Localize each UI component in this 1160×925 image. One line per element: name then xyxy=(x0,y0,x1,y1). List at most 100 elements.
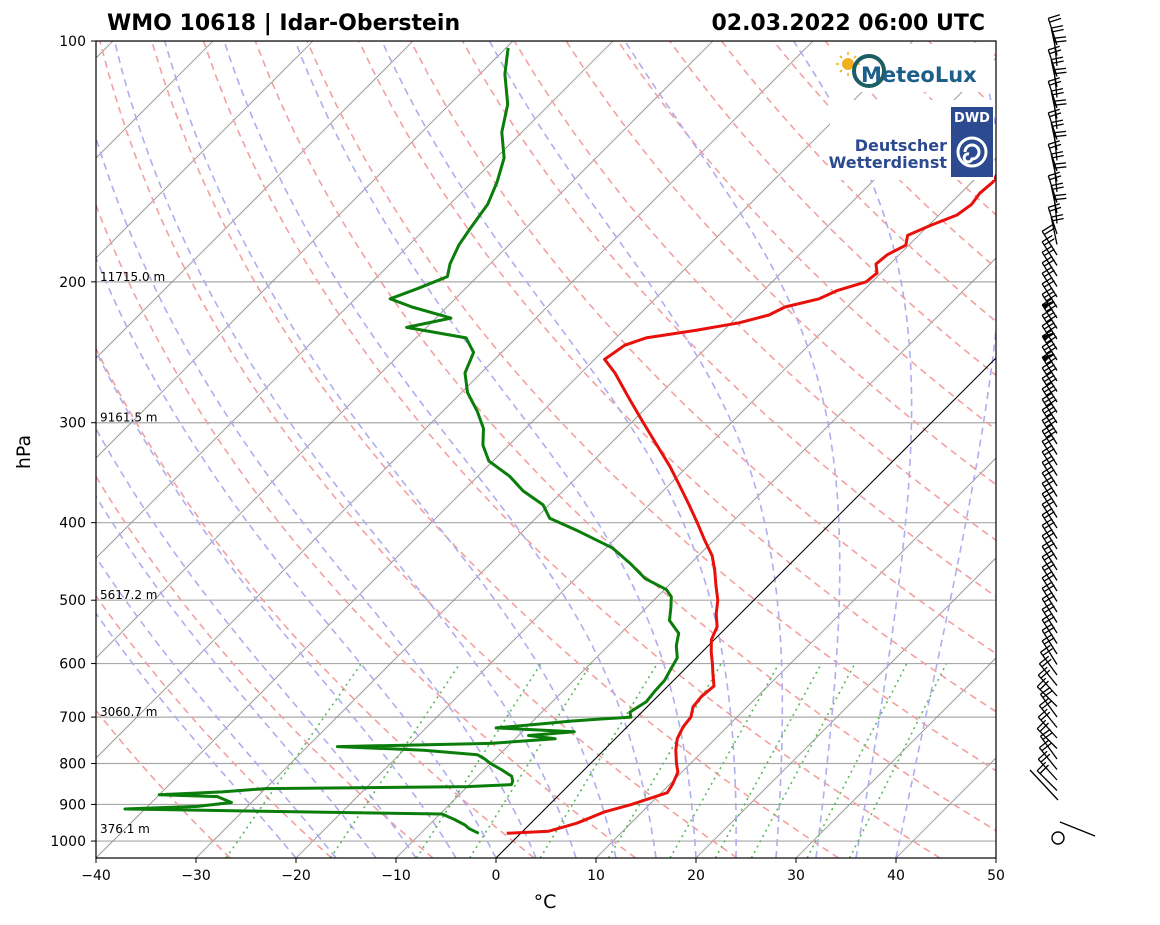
wind-barb xyxy=(1041,423,1058,455)
wind-barb xyxy=(1041,570,1058,602)
wind-barb xyxy=(1041,245,1058,277)
wind-barb xyxy=(1041,392,1058,424)
wind-barb xyxy=(1029,769,1059,801)
wind-barb xyxy=(1038,697,1058,728)
y-tick-label: 100 xyxy=(59,34,86,50)
wind-barb xyxy=(1039,644,1058,676)
wind-barb xyxy=(1041,308,1058,340)
height-label: 9161.5 m xyxy=(100,411,158,425)
dry-adiabat xyxy=(1136,41,1160,858)
background-lines xyxy=(96,41,1160,858)
moist-adiabat xyxy=(895,41,996,858)
moist-adiabat xyxy=(96,256,497,858)
moist-adiabat xyxy=(96,495,377,858)
plot-frame xyxy=(95,40,997,859)
moist-adiabat xyxy=(96,135,537,858)
x-tick-label: 50 xyxy=(987,868,1005,884)
sun-icon xyxy=(836,52,860,76)
x-tick-label: 20 xyxy=(687,868,705,884)
mixing-ratio-line xyxy=(329,663,461,858)
dry-adiabat xyxy=(1084,41,1160,858)
dry-adiabat xyxy=(461,41,996,598)
y-tick-label: 800 xyxy=(59,757,86,773)
moist-adiabat xyxy=(381,41,737,858)
wind-barb xyxy=(1041,329,1058,361)
wind-barb xyxy=(1036,761,1058,791)
isotherm-zero-line xyxy=(495,357,996,858)
wind-barb xyxy=(1037,708,1058,739)
wind-barb xyxy=(1041,360,1058,392)
wind-barb xyxy=(1041,434,1058,466)
moist-adiabat xyxy=(164,41,617,858)
wind-barb xyxy=(1036,677,1058,707)
wind-barb xyxy=(1041,444,1058,476)
meteolux-logo: MeteoLux xyxy=(830,44,994,92)
x-tick-label: −20 xyxy=(281,868,311,884)
wind-barb xyxy=(1036,719,1058,749)
height-label: 11715.0 m xyxy=(100,270,165,284)
dewpoint-profile xyxy=(123,47,681,835)
wind-barb xyxy=(1041,276,1058,308)
spiral-icon xyxy=(956,136,988,168)
wind-barb xyxy=(1041,497,1058,529)
height-label: 376.1 m xyxy=(100,822,150,836)
x-tick-label: 0 xyxy=(492,868,501,884)
isotherm-line xyxy=(395,257,996,858)
wind-barb xyxy=(1041,602,1058,634)
y-axis-label: hPa xyxy=(13,435,35,469)
meteolux-text: MeteoLux xyxy=(861,63,977,87)
moist-adiabat xyxy=(113,41,577,858)
mixing-ratio-line xyxy=(750,663,856,858)
wind-barb xyxy=(1041,591,1058,623)
wind-barb xyxy=(1041,318,1058,350)
calm-circle-icon xyxy=(1051,831,1065,845)
wind-barb xyxy=(1041,339,1058,371)
y-tick-label: 700 xyxy=(59,710,86,726)
dwd-logo: DWD Deutscher Wetterdienst xyxy=(829,100,994,180)
wind-barb xyxy=(1041,350,1058,382)
wind-barb xyxy=(1041,455,1058,487)
moist-adiabat xyxy=(96,349,457,858)
moist-adiabat xyxy=(488,41,784,858)
wind-barb xyxy=(1041,560,1058,592)
x-tick-label: −40 xyxy=(81,868,111,884)
dwd-badge-text: DWD xyxy=(954,111,990,126)
wind-barb xyxy=(1041,581,1058,613)
y-tick-label: 200 xyxy=(59,275,86,291)
y-tick-label: 400 xyxy=(59,516,86,532)
wind-barbs xyxy=(1029,14,1096,845)
mixing-ratio-line xyxy=(806,663,908,858)
dry-adiabat xyxy=(306,41,996,772)
wind-barb xyxy=(1041,266,1058,298)
moist-adiabat xyxy=(96,427,417,858)
wind-barb xyxy=(1041,297,1058,329)
dry-adiabat xyxy=(96,475,434,858)
wind-barb xyxy=(1038,739,1058,770)
height-label: 3060.7 m xyxy=(100,705,158,719)
meteolux-ring-icon xyxy=(852,54,886,88)
isotherm-line xyxy=(96,41,814,759)
mixing-ratio-line xyxy=(669,663,780,858)
dwd-line2: Wetterdienst xyxy=(829,153,948,172)
title-station: WMO 10618 | Idar-Oberstein xyxy=(107,11,460,36)
dry-adiabat xyxy=(565,41,996,486)
isotherm-line xyxy=(96,41,614,559)
mixing-ratio-line xyxy=(539,663,658,858)
isotherm-line xyxy=(96,41,414,359)
wind-barb xyxy=(1050,213,1064,245)
wind-barb xyxy=(1041,612,1058,644)
y-tick-label: 600 xyxy=(59,657,86,673)
wind-barb xyxy=(1041,371,1058,403)
dry-adiabat xyxy=(202,41,941,858)
wind-barb xyxy=(1037,666,1058,697)
y-tick-label: 1000 xyxy=(50,834,86,850)
title-datetime: 02.03.2022 06:00 UTC xyxy=(711,11,985,36)
temperature-profile xyxy=(506,172,996,835)
dry-adiabat xyxy=(99,41,738,858)
isotherm-line xyxy=(96,41,714,659)
isotherm-line xyxy=(795,657,996,858)
dry-adiabat xyxy=(254,41,996,832)
x-tick-label: 40 xyxy=(887,868,905,884)
isotherm-line xyxy=(695,557,996,858)
